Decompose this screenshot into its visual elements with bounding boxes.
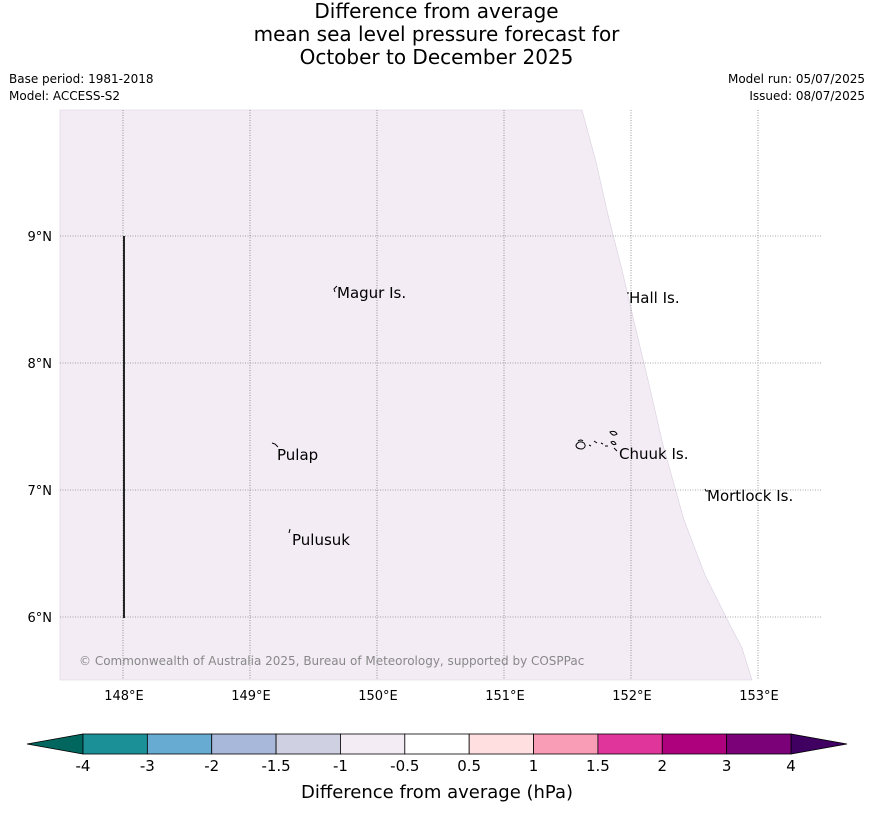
colorbar-tick-label: 2	[657, 757, 667, 775]
island-pulap	[271, 442, 279, 448]
colorbar-tick-label: 1	[529, 757, 539, 775]
colorbar-tick-label: -2	[204, 757, 219, 775]
model-text: Model: ACCESS-S2	[9, 89, 121, 103]
colorbar-swatch	[726, 733, 792, 755]
lat-tick-label: 7°N	[28, 484, 53, 499]
island-chuuk-group	[575, 430, 618, 452]
chart-title: Difference from average mean sea level p…	[0, 0, 873, 69]
longitude-axis: 148°E 149°E 150°E 151°E 152°E 153°E	[104, 689, 779, 704]
colorbar-tick-label: 1.5	[586, 757, 610, 775]
colorbar-tick-label: -0.5	[390, 757, 419, 775]
island-outlines	[271, 285, 708, 534]
colorbar-under-arrow	[26, 733, 84, 755]
colorbar-swatch	[82, 733, 148, 755]
model-run-text: Model run: 05/07/2025	[727, 72, 865, 86]
lat-tick-label: 6°N	[28, 611, 53, 626]
meta-right: Model run: 05/07/2025 Issued: 08/07/2025	[728, 71, 865, 105]
colorbar-swatch	[275, 733, 341, 755]
lon-tick-label: 152°E	[612, 689, 652, 704]
colorbar-title: Difference from average (hPa)	[301, 782, 573, 803]
copyright-text: © Commonwealth of Australia 2025, Bureau…	[79, 654, 584, 668]
lon-tick-label: 149°E	[231, 689, 271, 704]
colorbar-swatch	[533, 733, 599, 755]
colorbar-swatch	[468, 733, 534, 755]
colorbar-swatch	[404, 733, 470, 755]
forecast-shading	[59, 109, 753, 681]
colorbar-tick-label: -3	[140, 757, 155, 775]
place-label-hall: Hall Is.	[629, 289, 680, 307]
colorbar-tick-label: 0.5	[457, 757, 481, 775]
place-labels: Magur Is. Hall Is. Pulap Chuuk Is. Mortl…	[277, 284, 793, 549]
colorbar-swatch	[597, 733, 663, 755]
colorbar-swatch	[340, 733, 406, 755]
place-label-pulusuk: Pulusuk	[292, 531, 350, 549]
colorbar-tick-label: 3	[722, 757, 732, 775]
place-label-magur: Magur Is.	[337, 284, 406, 302]
issued-text: Issued: 08/07/2025	[749, 89, 865, 103]
colorbar-tick-label: -1.5	[261, 757, 290, 775]
latitude-axis: 9°N 8°N 7°N 6°N	[28, 230, 53, 626]
lon-tick-label: 153°E	[739, 689, 779, 704]
title-line-2: mean sea level pressure forecast for	[253, 22, 620, 46]
colorbar-swatch	[661, 733, 728, 755]
lon-tick-label: 151°E	[485, 689, 525, 704]
island-pulusuk	[288, 528, 291, 534]
place-label-mortlock: Mortlock Is.	[707, 487, 793, 505]
colorbar-swatch	[211, 733, 277, 755]
lon-tick-label: 148°E	[104, 689, 144, 704]
title-line-3: October to December 2025	[299, 45, 574, 69]
colorbar: -4 -3 -2 -1.5 -1 -0.5 0.5 1 1.5 2 3 4 Difference fr…	[26, 733, 848, 803]
island-magur	[333, 285, 338, 293]
lon-tick-label: 150°E	[358, 689, 398, 704]
gridlines	[60, 110, 822, 680]
place-label-pulap: Pulap	[277, 446, 318, 464]
place-label-chuuk: Chuuk Is.	[619, 445, 688, 463]
title-line-1: Difference from average	[314, 0, 559, 23]
island-mortlock	[704, 488, 708, 492]
colorbar-tick-label: 4	[786, 757, 796, 775]
lat-tick-label: 8°N	[28, 357, 53, 372]
colorbar-tick-label: -1	[333, 757, 348, 775]
colorbar-swatch	[146, 733, 213, 755]
colorbar-swatches	[82, 733, 792, 755]
colorbar-tick-label: -4	[76, 757, 91, 775]
meta-left: Base period: 1981-2018 Model: ACCESS-S2	[9, 71, 154, 105]
base-period-text: Base period: 1981-2018	[9, 72, 154, 86]
colorbar-labels: -4 -3 -2 -1.5 -1 -0.5 0.5 1 1.5 2 3 4	[76, 757, 796, 775]
lat-tick-label: 9°N	[28, 230, 53, 245]
colorbar-over-arrow	[790, 733, 848, 755]
